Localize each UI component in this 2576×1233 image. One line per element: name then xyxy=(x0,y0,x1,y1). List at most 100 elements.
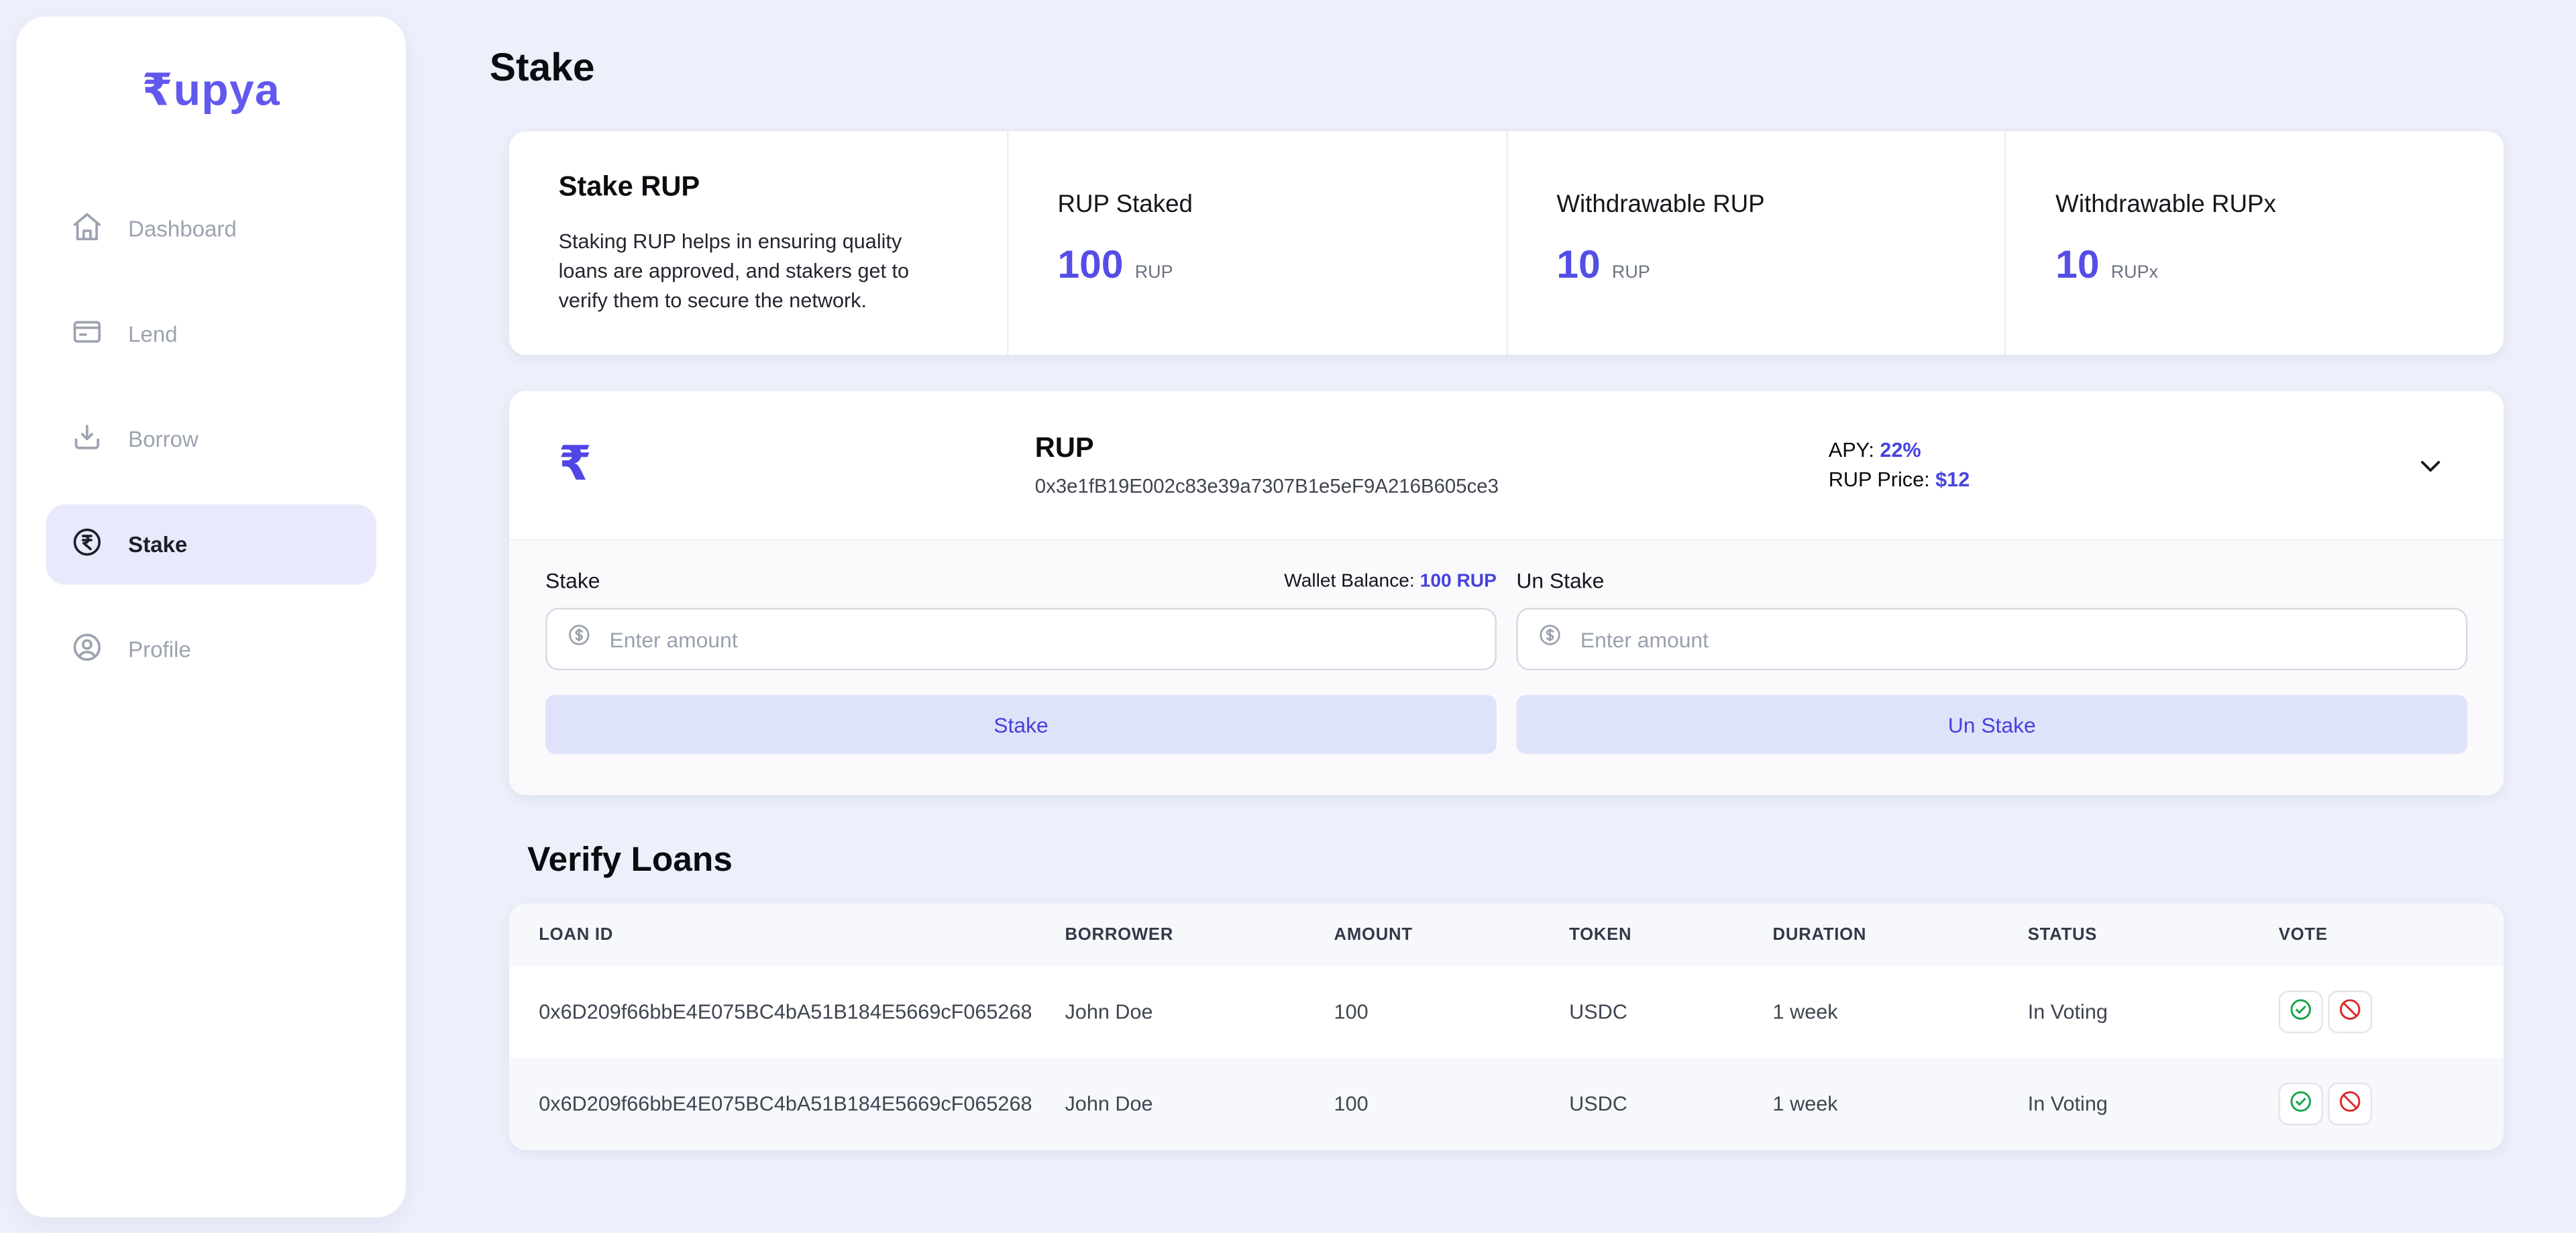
vote-cell xyxy=(2262,1059,2504,1150)
unstake-button[interactable]: Un Stake xyxy=(1516,695,2468,755)
column-header-vote: VOTE xyxy=(2278,925,2328,945)
sidebar-item-label: Dashboard xyxy=(128,217,237,242)
apy-line: APY: 22% xyxy=(1829,435,1970,465)
borrow-download-icon xyxy=(70,421,103,458)
approve-vote-button[interactable] xyxy=(2278,1083,2323,1126)
verify-loans-title: Verify Loans xyxy=(527,841,733,879)
column-header-loan-id: LOAN ID xyxy=(539,925,614,945)
stat-label: RUP Staked xyxy=(1057,191,1193,219)
stat-value-row: 10 RUPx xyxy=(2055,243,2454,289)
sidebar-item-label: Profile xyxy=(128,637,191,662)
column-header-status: STATUS xyxy=(2027,925,2098,945)
user-circle-icon xyxy=(70,631,103,668)
page-title: Stake xyxy=(489,46,595,91)
home-icon xyxy=(70,210,103,248)
sidebar-item-label: Stake xyxy=(128,532,188,557)
wallet-balance-value: 100 RUP xyxy=(1419,571,1497,591)
unstake-label: Un Stake xyxy=(1516,568,1605,594)
sidebar-item-label: Lend xyxy=(128,321,178,347)
sidebar-item-profile[interactable]: Profile xyxy=(46,610,376,690)
lend-card-icon xyxy=(70,315,103,353)
token-header[interactable]: ₹ RUP 0x3e1fB19E002c83e39a7307B1e5eF9A21… xyxy=(509,391,2504,539)
stake-intro-panel: Stake RUP Staking RUP helps in ensuring … xyxy=(509,131,1006,356)
token-contract-address: 0x3e1fB19E002c83e39a7307B1e5eF9A216B605c… xyxy=(1034,475,1499,498)
loan-id-cell: 0x6D209f66bbE4E075BC4bA51B184E5669cF0652… xyxy=(539,1000,1032,1024)
column-header-borrower: BORROWER xyxy=(1065,925,1174,945)
amount-cell: 100 xyxy=(1334,1000,1368,1024)
stake-label: Stake xyxy=(545,568,600,594)
stat-unit: RUPx xyxy=(2110,262,2159,283)
loans-table: LOAN ID BORROWER AMOUNT TOKEN DURATION S… xyxy=(509,904,2504,1150)
sidebar-item-label: Borrow xyxy=(128,427,199,452)
unstake-panel: Un Stake Un Stake xyxy=(1516,569,2468,755)
sidebar-item-borrow[interactable]: Borrow xyxy=(46,399,376,480)
price-value: $12 xyxy=(1935,468,1970,492)
sidebar: ₹upya Dashboard Lend Borrow xyxy=(16,16,406,1218)
stake-button[interactable]: Stake xyxy=(545,695,1497,755)
loan-id-cell: 0x6D209f66bbE4E075BC4bA51B184E5669cF0652… xyxy=(539,1093,1032,1116)
sidebar-item-lend[interactable]: Lend xyxy=(46,294,376,374)
stat-value: 10 xyxy=(1556,243,1601,288)
wallet-balance: Wallet Balance: 100 RUP xyxy=(1284,572,1497,591)
status-cell: In Voting xyxy=(2027,1000,2108,1024)
sidebar-item-stake[interactable]: Stake xyxy=(46,504,376,585)
stat-withdrawable-rup: Withdrawable RUP 10 RUP xyxy=(1505,131,2004,356)
approve-vote-button[interactable] xyxy=(2278,991,2323,1034)
vote-cell xyxy=(2262,967,2504,1059)
column-header-amount: AMOUNT xyxy=(1334,925,1413,945)
rupee-circle-icon xyxy=(70,526,103,564)
price-label: RUP Price: xyxy=(1828,468,1930,492)
column-header-duration: DURATION xyxy=(1772,925,1867,945)
rupee-token-icon: ₹ xyxy=(558,438,592,491)
unstake-amount-field xyxy=(1516,608,2468,671)
price-line: RUP Price: $12 xyxy=(1829,466,1970,495)
unstake-amount-input[interactable] xyxy=(1576,625,2447,654)
token-cell: USDC xyxy=(1569,1000,1627,1024)
sidebar-nav: Dashboard Lend Borrow Stake xyxy=(16,189,405,690)
stat-unit: RUP xyxy=(1134,262,1173,283)
apy-label: APY: xyxy=(1828,439,1874,462)
loans-table-header: LOAN ID BORROWER AMOUNT TOKEN DURATION S… xyxy=(509,904,2504,967)
token-cell: USDC xyxy=(1569,1093,1627,1116)
stake-amount-field xyxy=(545,608,1497,671)
stat-value: 10 xyxy=(2055,243,2100,288)
apy-value: 22% xyxy=(1880,439,1921,462)
vote-button-group xyxy=(2278,991,2487,1034)
block-circle-icon xyxy=(2338,1089,2363,1119)
reject-vote-button[interactable] xyxy=(2328,1083,2373,1126)
token-name: RUP xyxy=(1034,432,1094,464)
chevron-down-icon[interactable] xyxy=(2416,451,2445,480)
vote-button-group xyxy=(2278,1083,2487,1126)
main-content: Stake Stake RUP Staking RUP helps in ens… xyxy=(422,0,2576,1233)
verify-loans-card: LOAN ID BORROWER AMOUNT TOKEN DURATION S… xyxy=(509,904,2504,1150)
stake-amount-input[interactable] xyxy=(606,625,1476,654)
stat-label: Withdrawable RUPx xyxy=(2055,191,2276,219)
status-cell: In Voting xyxy=(2027,1093,2108,1116)
rup-token-card: ₹ RUP 0x3e1fB19E002c83e39a7307B1e5eF9A21… xyxy=(509,391,2504,796)
dollar-circle-icon xyxy=(1538,623,1562,656)
stat-rup-staked: RUP Staked 100 RUP xyxy=(1006,131,1506,356)
token-metrics: APY: 22% RUP Price: $12 xyxy=(1829,435,1970,495)
stat-value-row: 100 RUP xyxy=(1057,243,1456,289)
stat-value: 100 xyxy=(1057,243,1124,288)
wallet-balance-label: Wallet Balance: xyxy=(1284,571,1415,591)
check-circle-icon xyxy=(2288,998,2313,1027)
table-row: 0x6D209f66bbE4E075BC4bA51B184E5669cF0652… xyxy=(509,1058,2504,1150)
app-logo: ₹upya xyxy=(142,65,280,115)
stake-intro-text: Staking RUP helps in ensuring quality lo… xyxy=(558,229,910,312)
stat-unit: RUP xyxy=(1611,262,1650,283)
stat-value-row: 10 RUP xyxy=(1556,243,1955,289)
duration-cell: 1 week xyxy=(1772,1093,1838,1116)
table-row: 0x6D209f66bbE4E075BC4bA51B184E5669cF0652… xyxy=(509,967,2504,1059)
check-circle-icon xyxy=(2288,1089,2313,1119)
column-header-token: TOKEN xyxy=(1569,925,1632,945)
borrower-cell: John Doe xyxy=(1065,1093,1153,1116)
stake-intro-title: Stake RUP xyxy=(558,170,700,203)
unstake-label-row: Un Stake xyxy=(1516,569,2467,594)
sidebar-item-dashboard[interactable]: Dashboard xyxy=(46,189,376,270)
reject-vote-button[interactable] xyxy=(2328,991,2373,1034)
stake-label-row: Stake Wallet Balance: 100 RUP xyxy=(545,569,1497,594)
block-circle-icon xyxy=(2338,998,2363,1027)
borrower-cell: John Doe xyxy=(1065,1000,1153,1024)
